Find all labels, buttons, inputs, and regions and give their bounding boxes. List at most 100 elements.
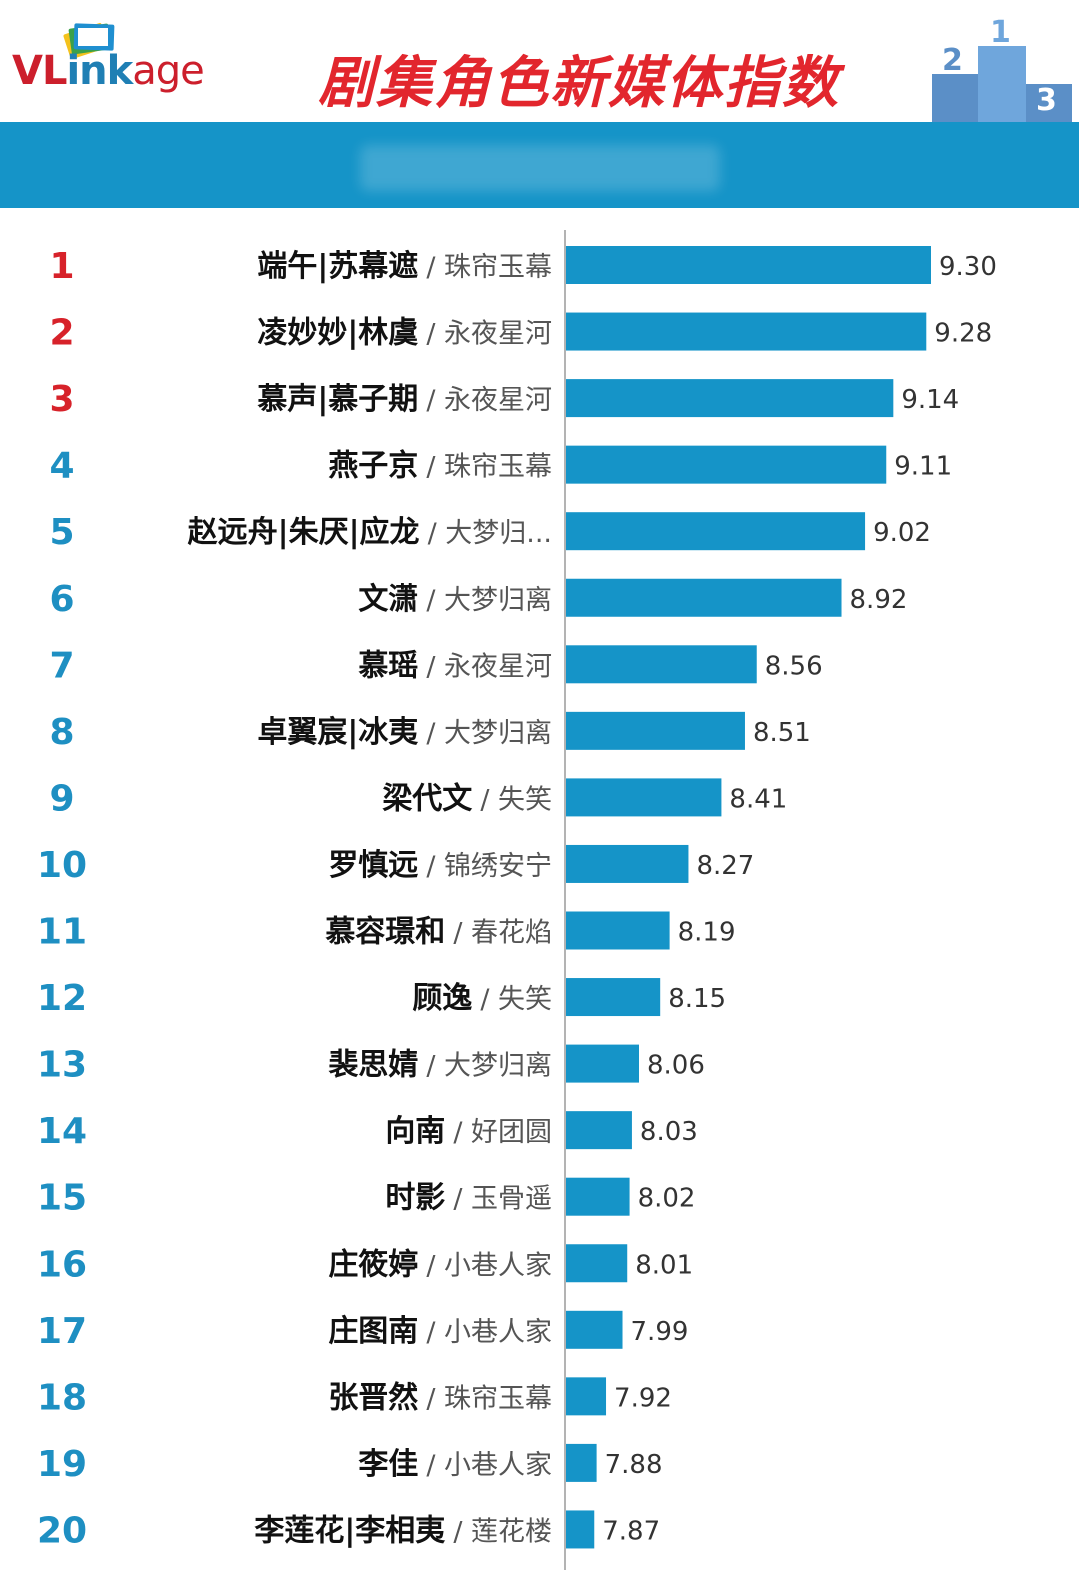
character-name: 李佳 xyxy=(358,1447,418,1482)
bar xyxy=(566,1244,628,1283)
value-label: 8.92 xyxy=(850,585,908,615)
bar xyxy=(566,512,866,551)
character-name: 李莲花|李相夷 xyxy=(254,1513,445,1548)
svg-text:2: 2 xyxy=(942,43,963,78)
show-name: / 永夜星河 xyxy=(426,385,552,416)
show-name: / 珠帘玉幕 xyxy=(426,252,552,283)
rank-label: 20 xyxy=(37,1510,87,1551)
value-label: 7.92 xyxy=(614,1383,672,1413)
value-label: 7.88 xyxy=(605,1450,663,1480)
rank-label: 4 xyxy=(49,446,74,487)
show-name: / 永夜星河 xyxy=(426,319,552,350)
bar xyxy=(566,1377,607,1416)
value-label: 8.27 xyxy=(696,851,754,881)
bar-chart: 1 端午|苏幕遮 / 珠帘玉幕 9.30 2 凌妙妙|林虞 / 永夜星河 9.28 3 慕声|慕子… xyxy=(37,230,997,1570)
rank-label: 14 xyxy=(37,1111,87,1152)
rank-label: 12 xyxy=(37,978,87,1019)
bar xyxy=(566,1177,630,1216)
show-name: / 失笑 xyxy=(480,984,552,1015)
page-title: 剧集角色新媒体指数 xyxy=(318,51,840,116)
category-label: 张晋然 / 珠帘玉幕 xyxy=(328,1380,552,1415)
bar xyxy=(566,844,689,883)
rank-label: 15 xyxy=(37,1178,87,1219)
rank-label: 16 xyxy=(37,1244,87,1285)
show-name: / 小巷人家 xyxy=(426,1250,552,1281)
rank-label: 1 xyxy=(49,246,74,287)
svg-text:1: 1 xyxy=(990,15,1011,50)
svg-text:3: 3 xyxy=(1036,83,1057,118)
value-label: 8.06 xyxy=(647,1051,705,1081)
character-name: 凌妙妙|林虞 xyxy=(257,316,418,351)
value-label: 8.15 xyxy=(668,984,726,1014)
character-name: 慕容璟和 xyxy=(325,915,445,950)
value-label: 8.51 xyxy=(753,718,811,748)
show-name: / 小巷人家 xyxy=(426,1450,552,1481)
logo-age: age xyxy=(132,48,205,94)
rank-label: 10 xyxy=(37,845,87,886)
value-label: 8.02 xyxy=(638,1184,696,1214)
category-label: 赵远舟|朱厌|应龙 / 大梦归... xyxy=(188,515,552,550)
bar xyxy=(566,312,927,351)
bar xyxy=(566,379,894,418)
character-name: 慕声|慕子期 xyxy=(257,382,418,417)
character-name: 燕子京 xyxy=(328,449,418,484)
show-name: / 永夜星河 xyxy=(426,651,552,682)
category-label: 顾逸 / 失笑 xyxy=(412,981,552,1016)
logo-ink: ink xyxy=(66,48,133,94)
bar xyxy=(566,1310,623,1349)
bar xyxy=(566,911,670,950)
category-label: 庄筱婷 / 小巷人家 xyxy=(328,1247,552,1282)
character-name: 罗慎远 xyxy=(328,848,418,883)
category-label: 李莲花|李相夷 / 莲花楼 xyxy=(254,1513,552,1548)
logo-vl: VL xyxy=(12,48,67,94)
category-label: 凌妙妙|林虞 / 永夜星河 xyxy=(257,316,552,351)
blurred-subtitle xyxy=(360,145,720,191)
category-label: 文潇 / 大梦归离 xyxy=(358,582,552,617)
show-name: / 珠帘玉幕 xyxy=(426,1383,552,1414)
bar xyxy=(566,445,887,484)
category-label: 罗慎远 / 锦绣安宁 xyxy=(328,848,552,883)
show-name: / 好团圆 xyxy=(453,1117,552,1148)
header: VLinkage 剧集角色新媒体指数 2 1 3 xyxy=(0,0,1079,122)
show-name: / 失笑 xyxy=(480,784,552,815)
character-name: 文潇 xyxy=(358,582,418,617)
character-name: 裴思婧 xyxy=(328,1048,418,1083)
bar xyxy=(566,711,745,750)
value-label: 9.14 xyxy=(901,385,959,415)
category-label: 燕子京 / 珠帘玉幕 xyxy=(328,449,552,484)
show-name: / 大梦归... xyxy=(428,518,552,549)
character-name: 庄图南 xyxy=(328,1314,418,1349)
bar xyxy=(566,978,661,1017)
character-name: 庄筱婷 xyxy=(328,1247,418,1282)
rank-label: 13 xyxy=(37,1045,87,1086)
rank-label: 2 xyxy=(49,313,74,354)
bar xyxy=(566,1510,595,1549)
logo: VLinkage xyxy=(12,48,205,94)
value-label: 8.01 xyxy=(635,1250,693,1280)
category-label: 卓翼宸|冰夷 / 大梦归离 xyxy=(257,715,552,750)
bar xyxy=(566,778,722,817)
value-label: 8.03 xyxy=(640,1117,698,1147)
character-name: 卓翼宸|冰夷 xyxy=(257,715,418,750)
category-label: 端午|苏幕遮 / 珠帘玉幕 xyxy=(257,249,552,284)
character-name: 时影 xyxy=(385,1181,445,1216)
category-label: 庄图南 / 小巷人家 xyxy=(328,1314,552,1349)
category-label: 慕容璟和 / 春花焰 xyxy=(325,915,552,950)
bar xyxy=(566,578,842,617)
podium-icon: 2 1 3 xyxy=(932,15,1072,122)
rank-label: 7 xyxy=(49,645,74,686)
value-label: 7.99 xyxy=(631,1317,689,1347)
rank-label: 17 xyxy=(37,1311,87,1352)
category-label: 梁代文 / 失笑 xyxy=(382,781,552,816)
rank-label: 19 xyxy=(37,1444,87,1485)
category-label: 裴思婧 / 大梦归离 xyxy=(328,1048,552,1083)
rank-label: 18 xyxy=(37,1377,87,1418)
rank-label: 6 xyxy=(49,579,74,620)
show-name: / 珠帘玉幕 xyxy=(426,452,552,483)
rank-label: 5 xyxy=(49,512,74,553)
show-name: / 小巷人家 xyxy=(426,1317,552,1348)
value-label: 9.30 xyxy=(939,252,997,282)
value-label: 8.56 xyxy=(765,651,823,681)
bar xyxy=(566,246,931,284)
bar xyxy=(566,645,757,684)
